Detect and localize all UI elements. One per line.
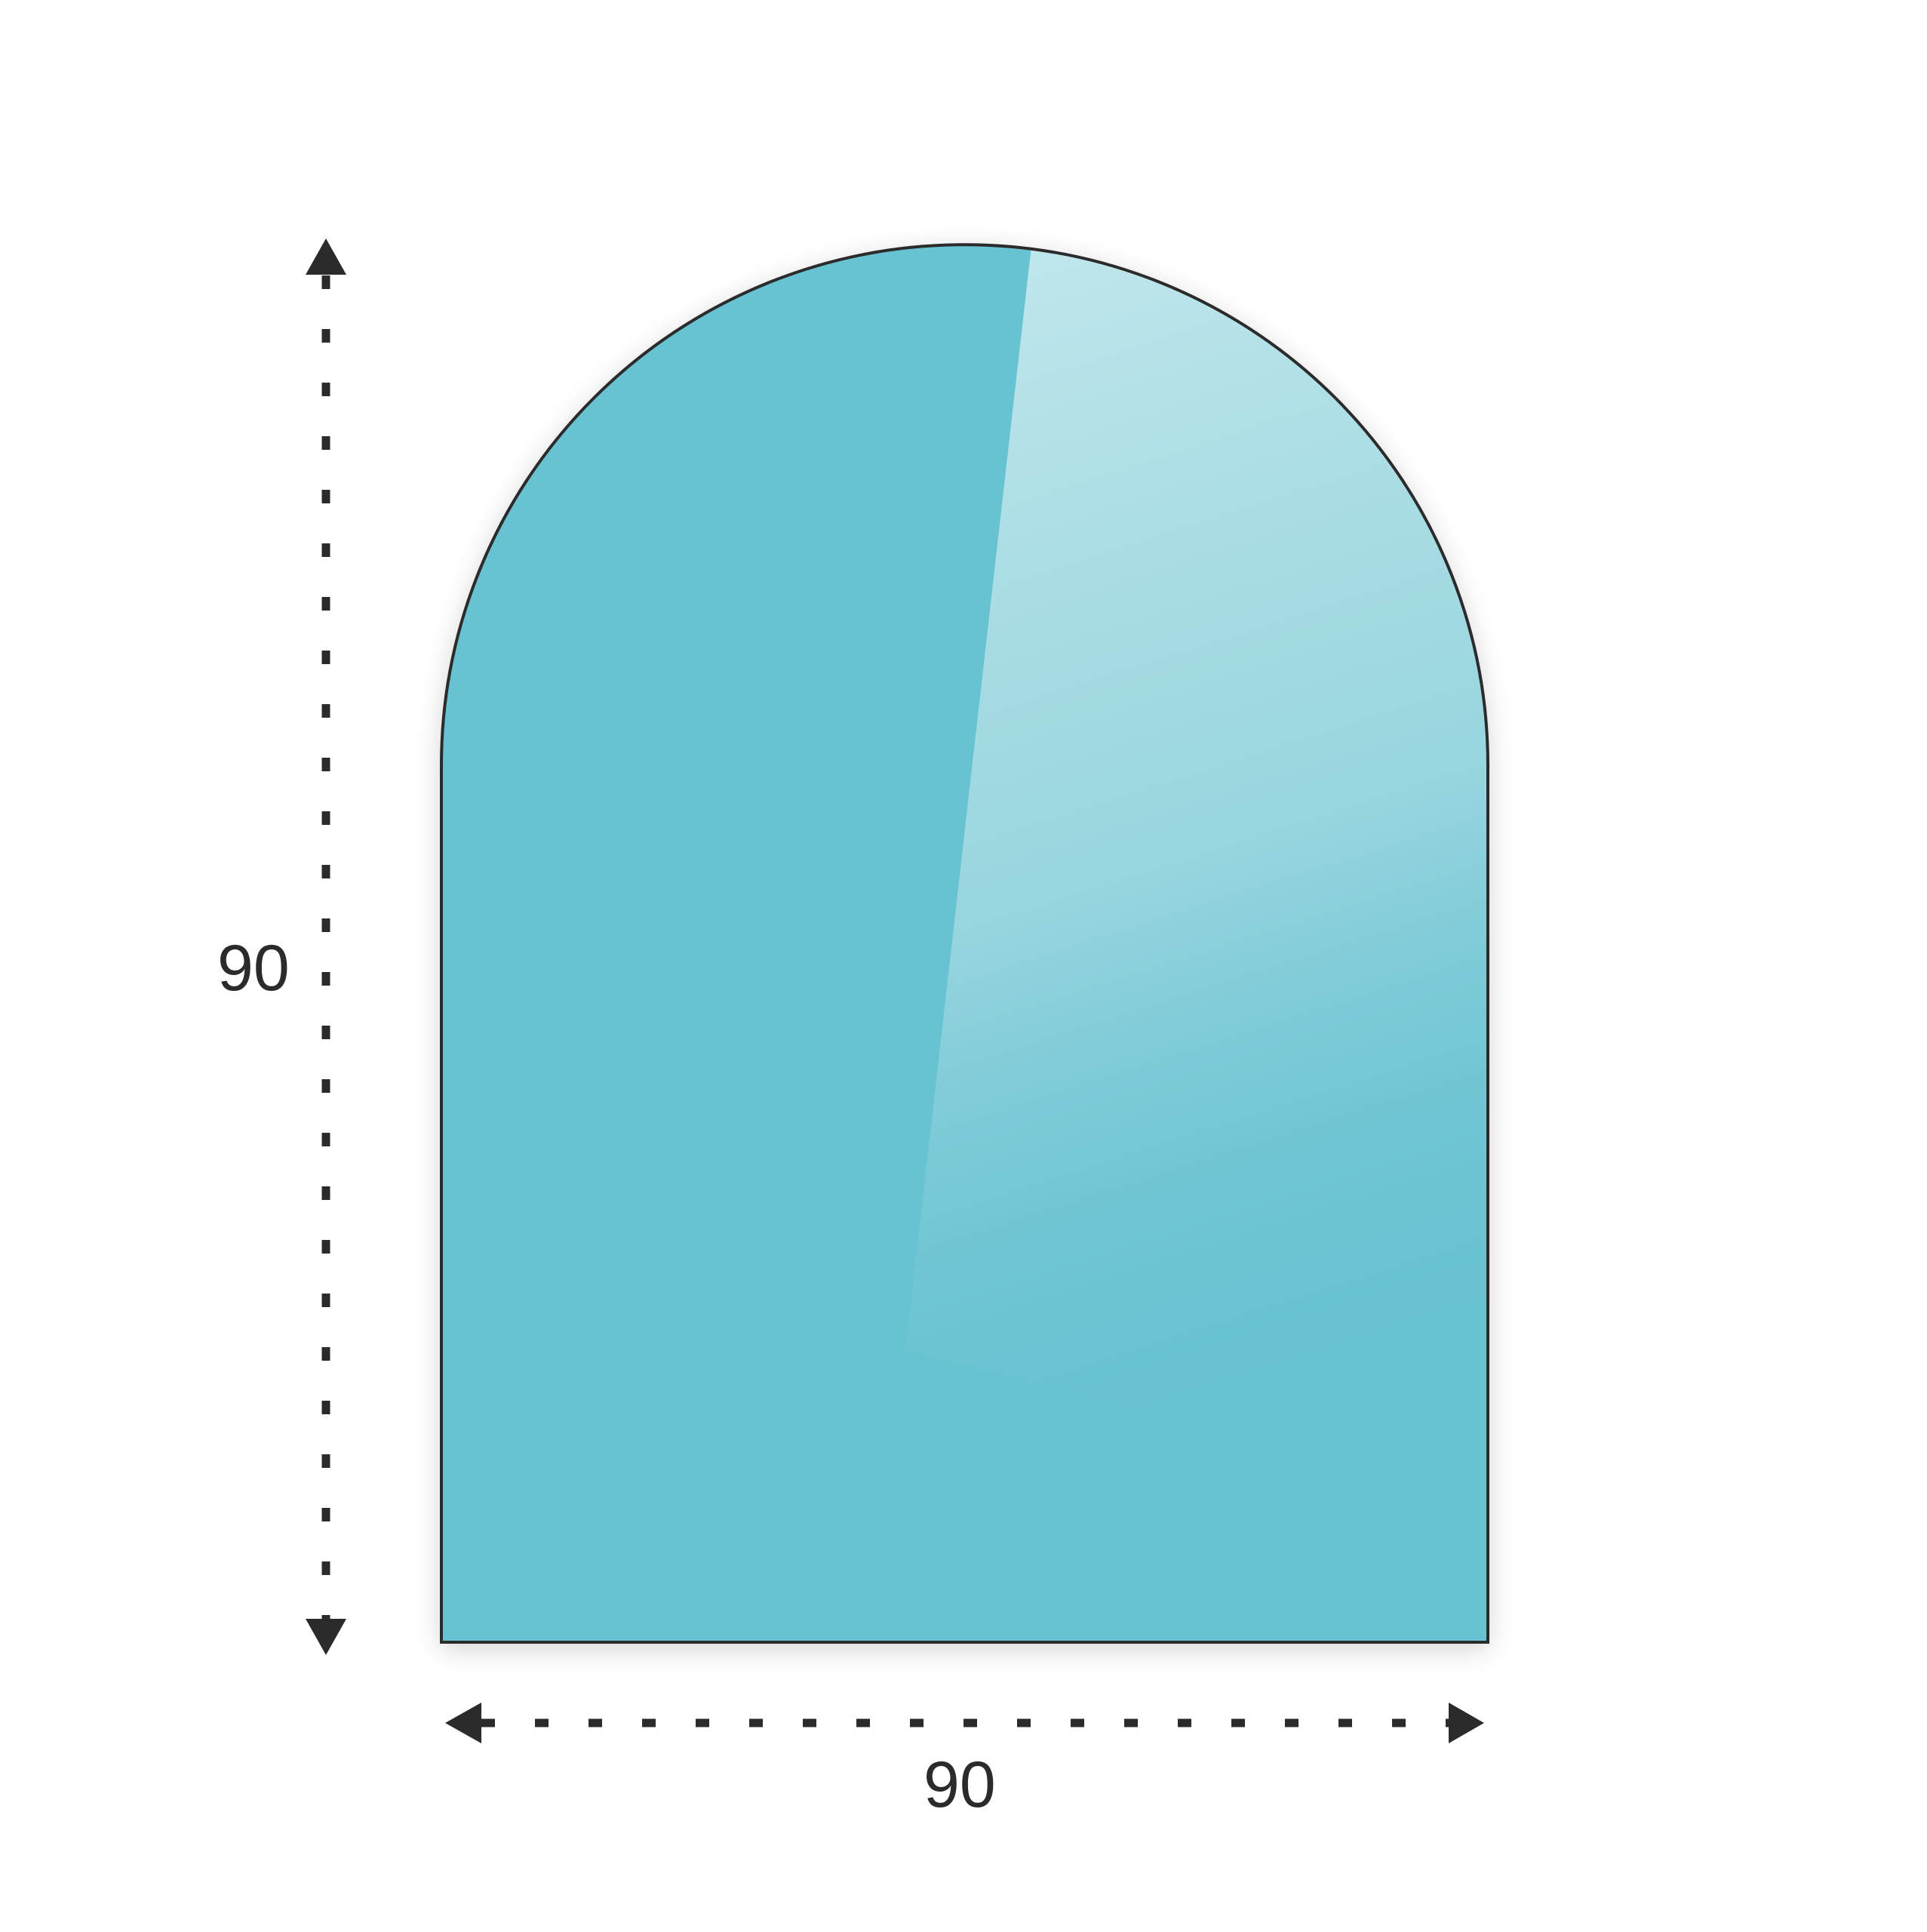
- height-label: 90: [217, 932, 290, 1004]
- arrow-down-icon: [306, 1619, 346, 1655]
- glass-reflection: [905, 245, 1488, 1509]
- arrow-up-icon: [306, 238, 346, 275]
- arrow-left-icon: [445, 1703, 481, 1743]
- glass-outline: [440, 243, 1489, 1644]
- arrow-right-icon: [1449, 1703, 1484, 1743]
- width-label: 90: [924, 1749, 996, 1821]
